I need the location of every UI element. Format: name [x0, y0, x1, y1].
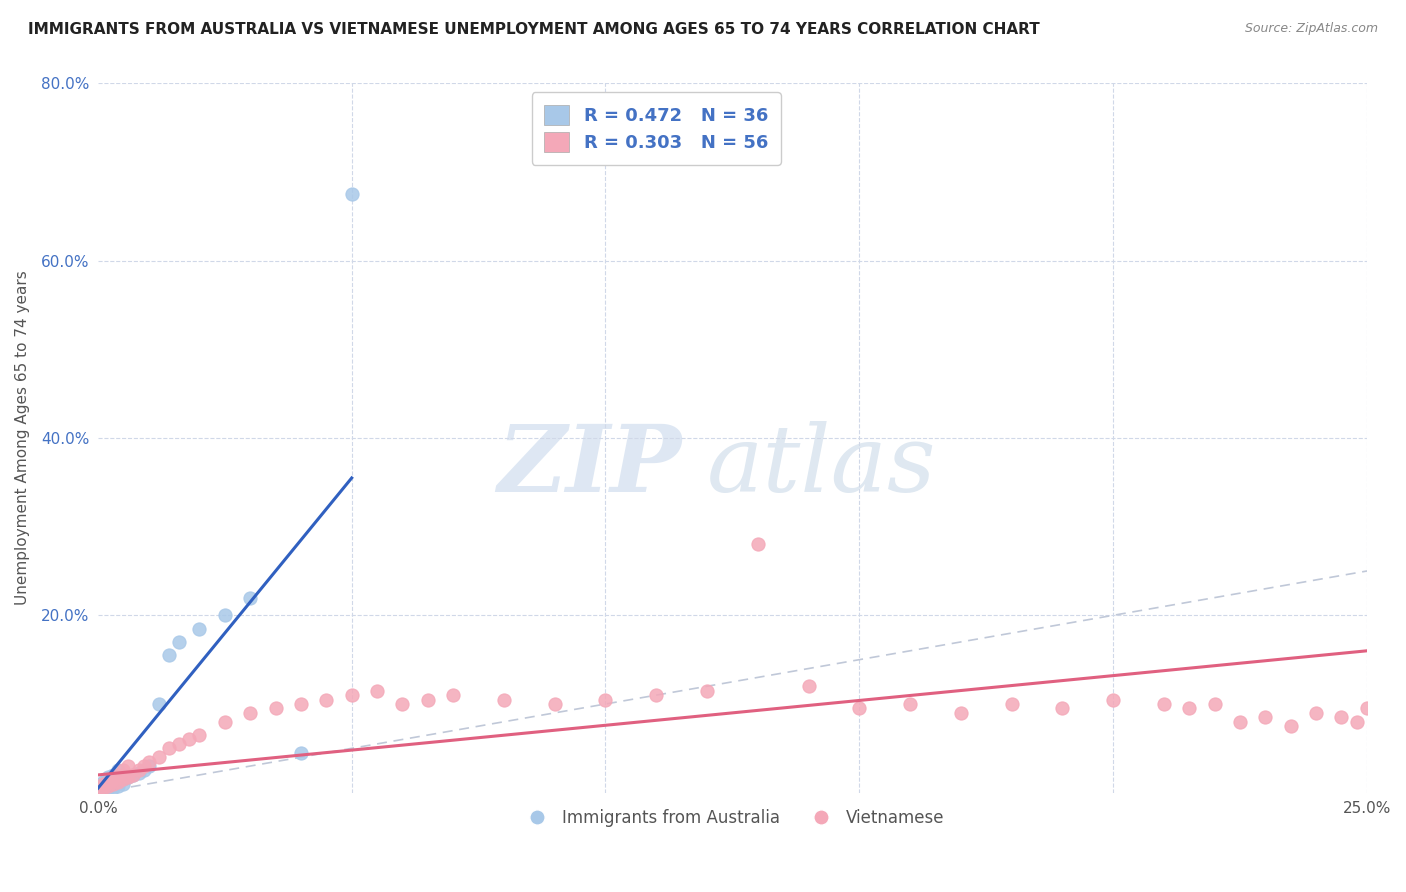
Point [101, 772, 124, 787]
Point [91, 781, 114, 796]
Point [101, 779, 124, 793]
Point [101, 781, 124, 796]
Point [112, 772, 135, 787]
Point [107, 779, 129, 793]
Point [97, 775, 120, 789]
Point [128, 764, 150, 778]
Point [107, 775, 129, 789]
Point [290, 746, 312, 760]
Point [112, 764, 135, 778]
Point [492, 692, 515, 706]
Point [101, 772, 124, 787]
Point [1000, 697, 1022, 711]
Point [107, 775, 129, 789]
Text: atlas: atlas [707, 421, 936, 511]
Point [1279, 719, 1302, 733]
Point [848, 701, 870, 715]
Point [97, 770, 120, 784]
Point [1153, 697, 1175, 711]
Point [747, 537, 769, 551]
Y-axis label: Unemployment Among Ages 65 to 74 years: Unemployment Among Ages 65 to 74 years [15, 270, 30, 606]
Point [97, 772, 120, 787]
Point [441, 688, 464, 702]
Point [544, 697, 567, 711]
Point [1346, 714, 1368, 729]
Point [91, 777, 114, 791]
Point [1254, 710, 1277, 724]
Point [188, 728, 211, 742]
Point [391, 697, 413, 711]
Point [89, 781, 111, 796]
Point [101, 768, 124, 782]
Point [340, 688, 363, 702]
Text: IMMIGRANTS FROM AUSTRALIA VS VIETNAMESE UNEMPLOYMENT AMONG AGES 65 TO 74 YEARS C: IMMIGRANTS FROM AUSTRALIA VS VIETNAMESE … [28, 22, 1040, 37]
Point [128, 766, 150, 780]
Point [595, 692, 617, 706]
Point [117, 770, 139, 784]
Point [112, 772, 135, 787]
Point [91, 777, 114, 791]
Point [1355, 701, 1378, 715]
Point [214, 608, 236, 623]
Point [898, 697, 921, 711]
Point [107, 764, 129, 778]
Point [148, 697, 170, 711]
Point [91, 775, 114, 789]
Point [949, 706, 972, 720]
Point [91, 781, 114, 796]
Point [148, 750, 170, 764]
Point [138, 755, 160, 769]
Point [366, 683, 388, 698]
Point [1052, 701, 1074, 715]
Point [89, 781, 111, 796]
Point [122, 768, 145, 782]
Point [112, 777, 135, 791]
Point [132, 764, 155, 778]
Point [416, 692, 439, 706]
Point [138, 759, 160, 773]
Text: ZIP: ZIP [498, 421, 682, 511]
Point [107, 768, 129, 782]
Point [645, 688, 668, 702]
Point [696, 683, 718, 698]
Point [1178, 701, 1201, 715]
Point [101, 777, 124, 791]
Point [340, 187, 363, 202]
Point [315, 692, 337, 706]
Point [122, 768, 145, 782]
Point [1229, 714, 1251, 729]
Point [117, 759, 139, 773]
Point [1102, 692, 1125, 706]
Point [157, 648, 180, 663]
Point [1204, 697, 1226, 711]
Point [107, 770, 129, 784]
Point [239, 591, 262, 605]
Point [117, 770, 139, 784]
Legend: Immigrants from Australia, Vietnamese: Immigrants from Australia, Vietnamese [513, 803, 952, 834]
Point [157, 741, 180, 756]
Point [97, 779, 120, 793]
Point [132, 759, 155, 773]
Point [167, 635, 190, 649]
Point [239, 706, 262, 720]
Point [97, 781, 120, 796]
Point [167, 737, 190, 751]
Point [101, 777, 124, 791]
Point [97, 775, 120, 789]
Point [1330, 710, 1353, 724]
Point [797, 679, 820, 693]
Point [97, 779, 120, 793]
Point [112, 768, 135, 782]
Point [290, 697, 312, 711]
Point [179, 732, 201, 747]
Point [97, 777, 120, 791]
Point [1365, 723, 1388, 738]
Point [188, 622, 211, 636]
Point [264, 701, 287, 715]
Point [1305, 706, 1327, 720]
Point [214, 714, 236, 729]
Point [91, 779, 114, 793]
Text: Source: ZipAtlas.com: Source: ZipAtlas.com [1244, 22, 1378, 36]
